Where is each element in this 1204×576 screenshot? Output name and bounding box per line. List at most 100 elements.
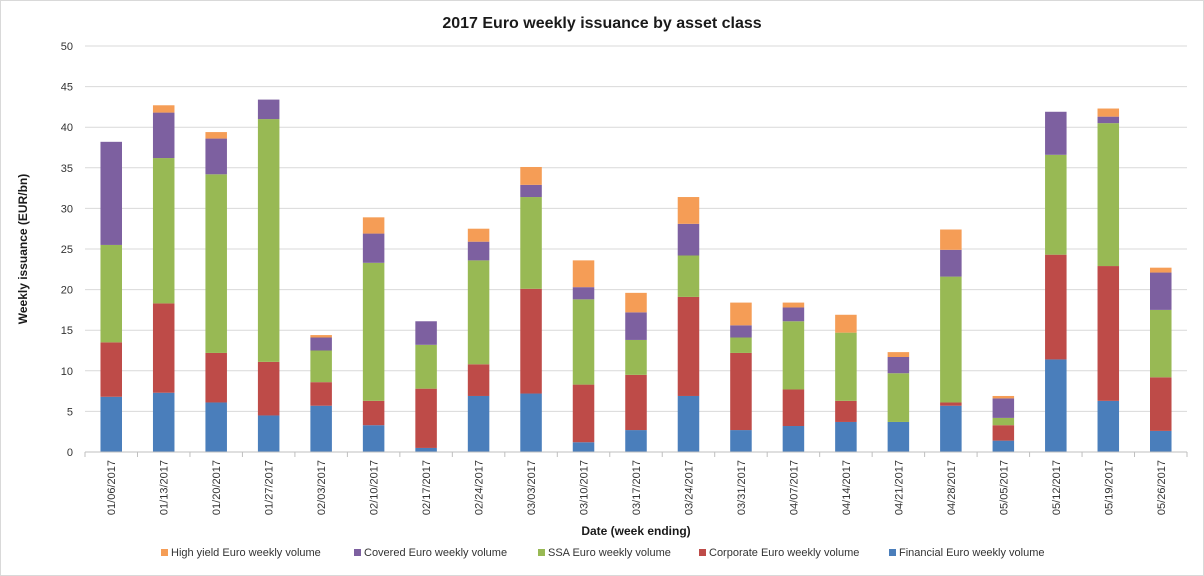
bar-segment — [1097, 108, 1120, 117]
bar-segment — [100, 244, 122, 343]
bar-segment — [782, 321, 805, 390]
bar-segment — [310, 337, 332, 351]
legend-swatch — [161, 549, 168, 556]
legend-entry: High yield Euro weekly volume — [171, 547, 321, 559]
bar-segment — [782, 389, 805, 427]
x-tick-label: 03/17/2017 — [631, 460, 643, 515]
y-tick-label: 45 — [61, 82, 73, 94]
x-tick-label: 02/10/2017 — [369, 460, 381, 515]
bar-segment — [992, 440, 1015, 452]
x-tick-label: 04/14/2017 — [841, 460, 853, 515]
x-tick-label: 05/12/2017 — [1051, 460, 1063, 515]
legend-entry: Corporate Euro weekly volume — [709, 547, 859, 559]
bar-segment — [887, 356, 910, 374]
chart-title: 2017 Euro weekly issuance by asset class — [442, 15, 761, 32]
x-tick-label: 03/10/2017 — [579, 460, 591, 515]
x-tick-label: 03/03/2017 — [526, 460, 538, 515]
bar-segment — [415, 447, 437, 452]
bar-segment — [1097, 123, 1120, 267]
bar-segment — [940, 249, 962, 277]
bar-segment — [887, 421, 910, 452]
bar-segment — [520, 197, 542, 289]
bar-segment — [415, 344, 437, 389]
bar-segment — [730, 337, 752, 353]
x-tick-label: 04/28/2017 — [946, 460, 958, 515]
x-tick-label: 04/21/2017 — [893, 460, 905, 515]
bar-segment — [835, 400, 857, 422]
x-tick-label: 02/17/2017 — [421, 460, 433, 515]
bar-segment — [205, 174, 227, 353]
x-tick-label: 05/19/2017 — [1103, 460, 1115, 515]
bar-segment — [625, 430, 647, 452]
bar-segment — [572, 442, 595, 452]
bar-segment — [152, 303, 175, 393]
bar-segment — [467, 260, 490, 365]
bar-segment — [1150, 309, 1172, 378]
bar-segment — [1097, 116, 1120, 124]
bar-segment — [677, 395, 700, 452]
bar-segment — [730, 352, 752, 431]
bar-segment — [467, 228, 490, 242]
bar-segment — [205, 132, 227, 139]
bar-segment — [1045, 254, 1067, 360]
y-tick-label: 5 — [67, 406, 73, 418]
y-tick-label: 50 — [61, 41, 73, 53]
axes: 0 5 10 15 20 25 30 35 40 45 50 01/06/2017 01/13/2017… — [61, 41, 1188, 515]
bar-segment — [730, 325, 752, 338]
y-tick-label: 10 — [61, 366, 73, 378]
x-tick-label: 01/06/2017 — [106, 460, 118, 515]
bar-segment — [1097, 400, 1120, 452]
bar-segment — [205, 352, 227, 403]
bar-segment — [887, 352, 910, 357]
y-tick-label: 15 — [61, 325, 73, 337]
y-tick-label: 25 — [61, 244, 73, 256]
bar-segment — [782, 307, 805, 322]
y-tick-label: 35 — [61, 163, 73, 175]
legend-swatch — [538, 549, 545, 556]
x-tick-label: 02/24/2017 — [474, 460, 486, 515]
bar-segment — [940, 402, 962, 406]
bar-segment — [677, 255, 700, 297]
bar-segment — [520, 184, 542, 198]
bar-segment — [782, 426, 805, 452]
y-tick-label: 30 — [61, 203, 73, 215]
bar-segment — [205, 402, 227, 452]
bar-segment — [835, 314, 857, 333]
y-axis-title: Weekly issuance (EUR/bn) — [16, 174, 30, 325]
bar-segment — [310, 405, 332, 452]
x-tick-label: 01/20/2017 — [211, 460, 223, 515]
bar-segment — [152, 158, 175, 304]
bar-segment — [625, 374, 647, 431]
x-tick-label: 03/24/2017 — [683, 460, 695, 515]
bar-segment — [362, 262, 385, 401]
x-tick-label: 02/03/2017 — [316, 460, 328, 515]
bar-segment — [992, 398, 1015, 418]
bar-segment — [887, 373, 910, 422]
bar-segment — [362, 217, 385, 234]
bar-segment — [310, 335, 332, 338]
bar-segment — [625, 312, 647, 340]
x-tick-label: 03/31/2017 — [736, 460, 748, 515]
bars — [100, 99, 1172, 452]
bar-segment — [572, 260, 595, 288]
x-tick-label: 01/27/2017 — [264, 460, 276, 515]
bar-segment — [467, 364, 490, 396]
bar-segment — [625, 339, 647, 375]
bar-segment — [940, 276, 962, 403]
legend: High yield Euro weekly volume Covered Eur… — [161, 547, 1045, 559]
bar-segment — [677, 197, 700, 224]
bar-segment — [572, 299, 595, 385]
bar-segment — [730, 430, 752, 452]
x-tick-label: 01/13/2017 — [159, 460, 171, 515]
bar-segment — [257, 415, 280, 452]
x-axis-title: Date (week ending) — [581, 524, 690, 538]
bar-segment — [992, 425, 1015, 441]
bar-segment — [1150, 430, 1172, 452]
bar-segment — [1150, 267, 1172, 273]
bar-segment — [362, 400, 385, 426]
bar-segment — [520, 393, 542, 452]
bar-segment — [677, 223, 700, 256]
bar-segment — [100, 396, 122, 452]
